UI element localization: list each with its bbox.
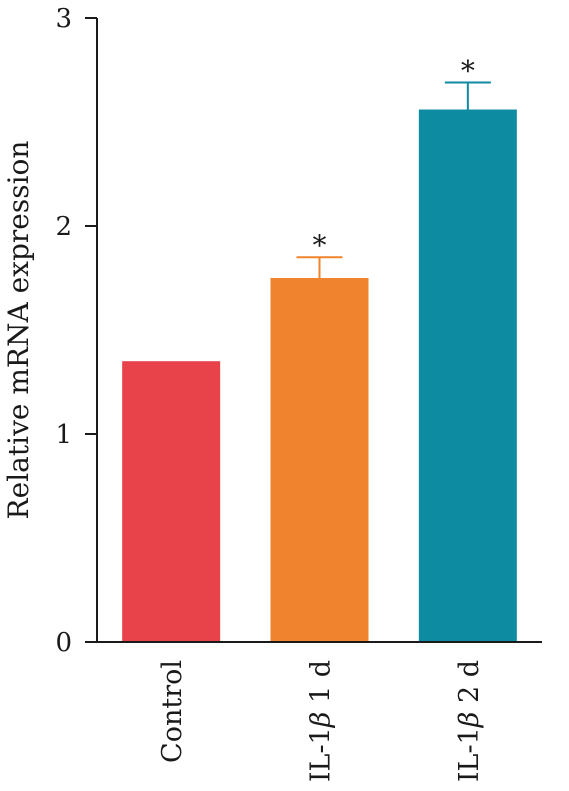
y-axis-title: Relative mRNA expression — [2, 141, 35, 520]
y-tick-label-1: 1 — [55, 420, 72, 450]
y-tick-label-2: 2 — [55, 212, 72, 242]
y-axis-ticks: 0 1 2 3 — [55, 4, 97, 658]
error-bars: ** — [296, 54, 491, 278]
y-tick-label-3: 3 — [55, 4, 72, 34]
bar-2 — [418, 109, 517, 642]
x-tick-label-2: IL-1β 2 d — [454, 660, 485, 782]
bar-0 — [122, 361, 221, 642]
significance-marker-1: * — [313, 229, 327, 262]
bar-1 — [270, 278, 369, 642]
y-tick-label-0: 0 — [55, 628, 72, 658]
significance-marker-2: * — [461, 54, 475, 87]
bars — [122, 109, 517, 642]
x-tick-label-0: Control — [157, 660, 188, 763]
category-labels: Control IL-1β 1 d IL-1β 2 d — [157, 660, 485, 782]
x-tick-label-1: IL-1β 1 d — [306, 660, 337, 782]
